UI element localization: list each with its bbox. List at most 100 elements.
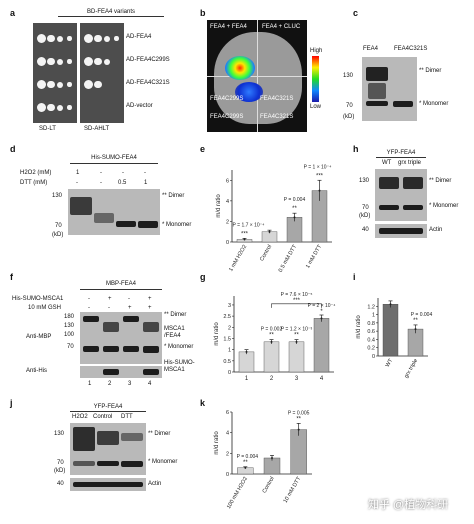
bar [238,351,255,373]
yeast-colony [67,105,72,110]
blot-j [70,423,146,475]
stat-p-value: P = 1 × 10⁻⁴ [304,164,332,170]
panel-h-title: YFP-FEA4 [386,150,416,156]
marker-f-100: 100 [64,332,75,338]
legend-high: High [310,48,323,54]
bar [288,341,305,373]
label-j-monomer: * Monomer [148,459,178,465]
band-j-actin [73,482,143,487]
yeast-colony [47,57,55,66]
stat-p-value: P = 0.004 [411,312,433,318]
band-c-smear [368,83,386,99]
x-tick-label: 2 [270,376,274,382]
y-tick-label: 2.5 [223,314,231,320]
d-row1-c4: - [144,170,146,176]
stat-stars: *** [241,231,249,237]
row-ad-fea4-c299s: AD-FEA4C299S [126,57,170,63]
band-f-mono-4 [143,346,159,353]
row-ad-vector: AD-vector [126,103,153,109]
panel-label-k: k [200,398,206,408]
panel-label-c: c [353,8,359,18]
leaf-label-6: FEA4C321S [260,114,294,120]
row-d-dtt: DTT (mM) [20,180,48,186]
d-row2-c4: 1 [144,180,148,186]
chart-i: 0 0.2 0.4 0.6 0.8 1 1.2 m/d ratio WT grx triple P … [356,298,433,379]
band-f-his-4 [143,369,159,375]
y-tick-label: 0 [226,240,229,246]
x-tick-label: grx triple [403,358,419,379]
y-tick-label: 6 [226,178,229,184]
marker-h-130: 130 [359,178,370,184]
x-tick-label: 1 [245,376,249,382]
data-point [243,238,246,241]
label-f-monomer: * Monomer [164,344,194,350]
stat-p-value: P = 0.004 [284,197,306,203]
data-point [271,456,273,459]
band-d-dimer [70,197,92,215]
label-h-dimer: ** Dimer [429,178,452,184]
d-row1-c3: - [122,170,124,176]
stat-stars: ** [296,416,301,422]
panel-j-title: YFP-FEA4 [93,404,123,410]
panel-j-title-rule [70,411,146,412]
label-d-monomer: * Monomer [162,222,192,228]
lane-j-dtt: DTT [121,414,133,420]
y-tick-label: 2 [226,219,229,225]
stat-stars: ** [413,318,418,324]
lane-f-1: 1 [88,381,92,387]
chart-k: 0 2 4 6 m/d ratio 100 mM H2O2 Control 10 mM DTT… [214,410,312,510]
band-f-his-2 [103,369,119,375]
data-point [293,216,296,219]
y-tick-label: 0.2 [367,346,375,352]
band-f-dimer-3 [123,316,139,322]
marker-c-kd: (kD) [343,114,355,120]
stat-p-value: P = 7.6 × 10⁻⁵ [281,292,313,298]
yeast-colony [94,80,102,89]
stat-stars: * [320,309,323,315]
yeast-colony [67,36,72,41]
row-f-msca1: His-SUMO-MSCA1 [12,296,64,302]
data-point [244,466,247,469]
panel-d-title-rule [70,163,158,164]
leaf-label-4: FEA4C321S [260,96,294,102]
marker-j-70: 70 [57,460,64,466]
label-f-anti-his: Anti-His [26,368,48,374]
panel-f-title: MBP-FEA4 [105,281,136,287]
band-c-monomer-1 [366,101,388,106]
bar [290,429,307,475]
band-c-monomer-2 [393,101,413,107]
yeast-colony [37,57,46,66]
panel-label-j: j [10,398,13,408]
band-h-mono-wt [379,205,399,210]
yeast-colony [37,103,46,112]
blot-d [68,189,160,235]
marker-f-70: 70 [67,344,74,350]
data-point [295,340,298,343]
d-row2-c2: - [100,180,102,186]
marker-d-70: 70 [55,223,62,229]
bar [263,341,280,373]
leaf-divider-h [207,76,307,77]
data-point [414,328,417,331]
data-point [245,350,248,353]
lane-j-h2o2: H2O2 [72,414,88,420]
yeast-colony [57,35,63,42]
yeast-colony [114,36,119,41]
marker-j-130: 130 [54,431,65,437]
leaf-label-3: FEA4C299S [210,96,244,102]
yeast-colony [47,103,55,112]
y-tick-label: 0.8 [367,321,375,327]
yeast-colony [57,81,63,88]
lane-h-wt: WT [382,160,392,166]
panel-h-title-rule [376,157,426,158]
band-d-lane2 [94,213,114,223]
stat-stars: ** [294,333,299,339]
data-point [318,189,321,192]
band-h-mono-grx [403,205,423,210]
y-axis-label: m/d ratio [214,322,220,346]
marker-j-40: 40 [57,481,64,487]
y-axis-label: m/d ratio [356,315,362,339]
yeast-colony [84,34,93,43]
y-tick-label: 1.5 [223,336,231,342]
luminescence-signal-2 [235,82,263,102]
